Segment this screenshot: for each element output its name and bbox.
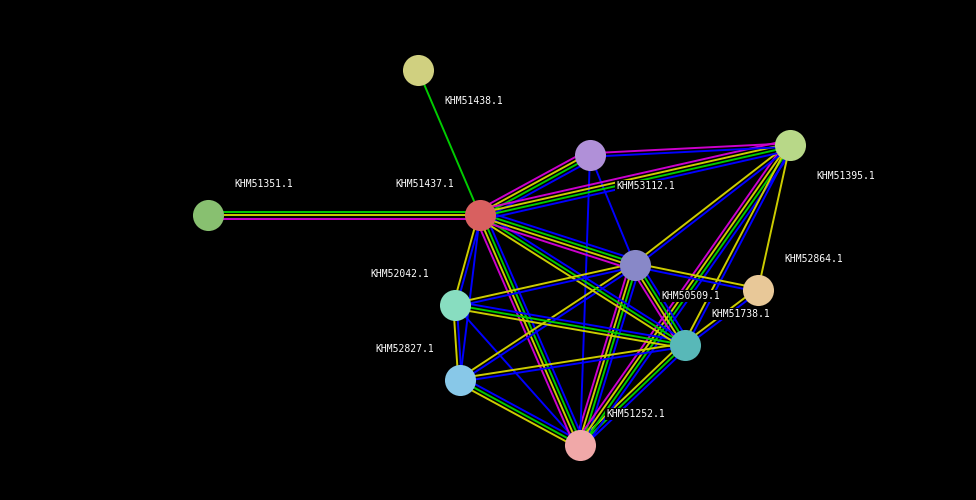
Point [677, 341, 693, 349]
Point [751, 286, 766, 294]
Text: KHM51395.1: KHM51395.1 [816, 171, 874, 181]
Text: KHM51351.1: KHM51351.1 [234, 179, 293, 189]
Text: KHM52827.1: KHM52827.1 [375, 344, 434, 354]
Point [410, 66, 426, 74]
Point [447, 301, 463, 309]
Point [472, 211, 488, 219]
Text: KHM51252.1: KHM51252.1 [606, 409, 665, 419]
Point [782, 141, 797, 149]
Text: KHM52864.1: KHM52864.1 [784, 254, 842, 264]
Text: KHM53112.1: KHM53112.1 [616, 181, 674, 191]
Text: KHM52042.1: KHM52042.1 [370, 269, 429, 279]
Point [628, 261, 643, 269]
Text: KHM51738.1: KHM51738.1 [711, 309, 770, 319]
Text: KHM51438.1: KHM51438.1 [444, 96, 503, 106]
Text: KHM50509.1: KHM50509.1 [661, 291, 719, 301]
Point [452, 376, 468, 384]
Point [583, 151, 598, 159]
Point [572, 441, 588, 449]
Point [200, 211, 216, 219]
Text: KHM51437.1: KHM51437.1 [395, 179, 454, 189]
